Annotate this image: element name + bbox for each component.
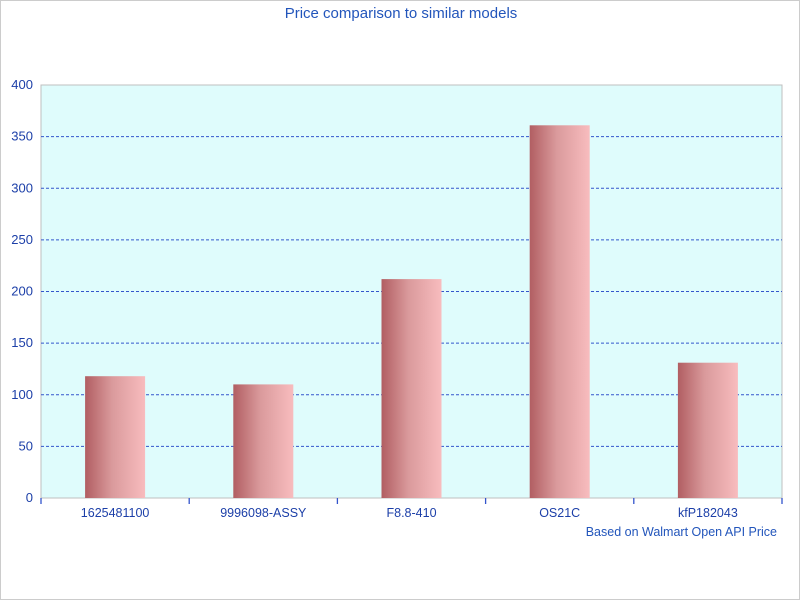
svg-text:F8.8-410: F8.8-410 — [386, 506, 436, 520]
svg-text:1625481100: 1625481100 — [81, 506, 150, 520]
svg-text:150: 150 — [11, 335, 33, 350]
svg-text:50: 50 — [19, 438, 33, 453]
svg-text:0: 0 — [26, 490, 33, 505]
svg-text:200: 200 — [11, 284, 33, 299]
svg-text:kfP182043: kfP182043 — [678, 506, 738, 520]
svg-text:100: 100 — [11, 387, 33, 402]
svg-text:300: 300 — [11, 180, 33, 195]
svg-text:9996098-ASSY: 9996098-ASSY — [220, 506, 307, 520]
svg-text:250: 250 — [11, 232, 33, 247]
svg-text:400: 400 — [11, 77, 33, 92]
svg-text:350: 350 — [11, 129, 33, 144]
svg-text:OS21C: OS21C — [539, 506, 580, 520]
